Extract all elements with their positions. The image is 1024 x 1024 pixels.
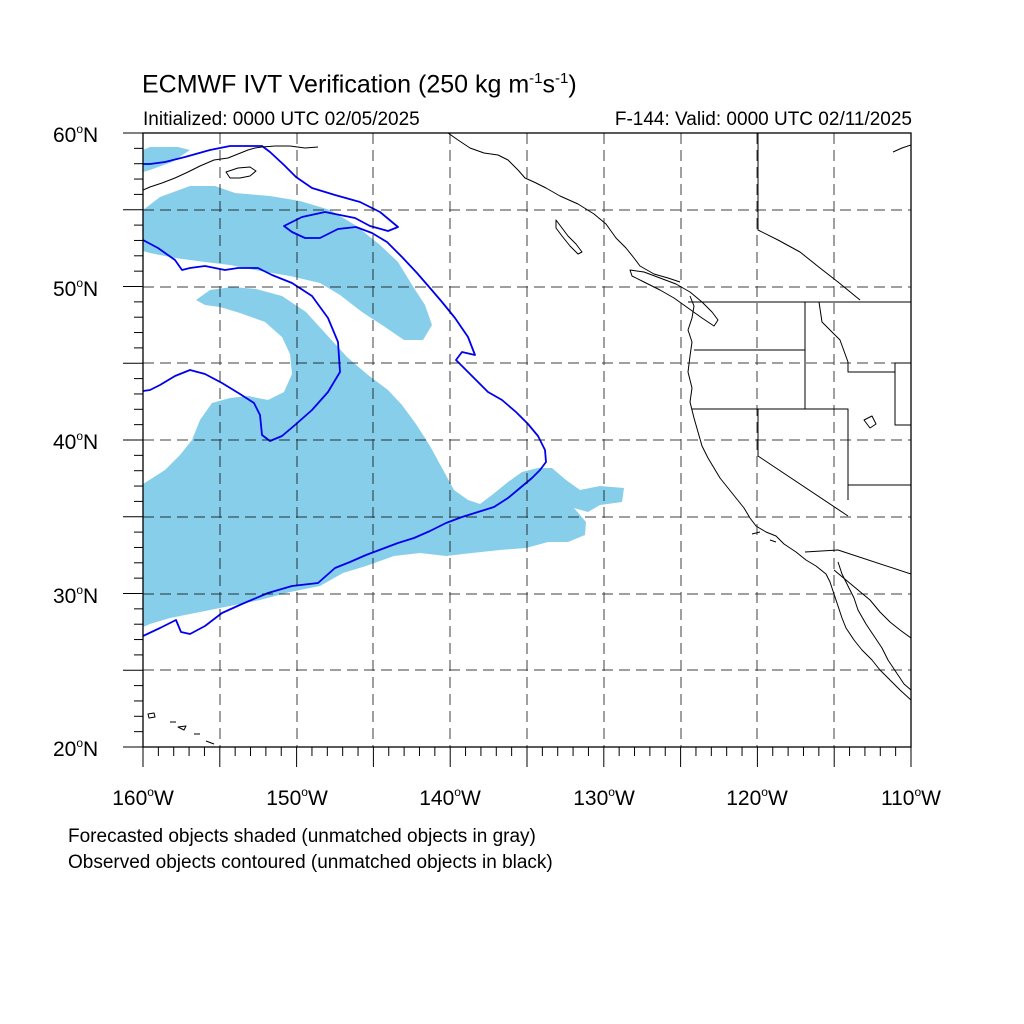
lon-label-120w: 120oW: [726, 785, 788, 810]
alaska-peninsula-coast: [143, 146, 263, 191]
axis-ticks: [123, 132, 912, 767]
lon-label-140w: 140oW: [419, 785, 481, 810]
hawaii-islands: [147, 712, 215, 745]
lon-label-150w: 150oW: [266, 785, 328, 810]
lat-label-40n: 40oN: [53, 429, 99, 454]
lon-label-110w: 110oW: [881, 785, 941, 810]
initialized-label: Initialized: 0000 UTC 02/05/2025: [143, 109, 420, 130]
lon-label-160w: 160oW: [112, 785, 174, 810]
lat-label-30n: 30oN: [53, 583, 99, 608]
us-west-coast: [687, 295, 911, 701]
caption-observed: Observed objects contoured (unmatched ob…: [68, 852, 553, 873]
state-boundaries: [692, 301, 911, 575]
gulf-island-coast: [892, 144, 911, 153]
observed-object-contour: [143, 145, 547, 637]
lat-label-60n: 60oN: [53, 122, 99, 147]
forecast-object-north: [143, 147, 190, 172]
inland-lake: [863, 415, 877, 429]
kodiak-island: [225, 166, 257, 179]
observed-contour-line: [143, 239, 341, 442]
lat-label-50n: 50oN: [53, 276, 99, 301]
vancouver-island: [629, 269, 719, 327]
caption-forecast: Forecasted objects shaded (unmatched obj…: [68, 826, 536, 847]
channel-islands: [751, 531, 777, 543]
valid-label: F-144: Valid: 0000 UTC 02/11/2025: [614, 109, 912, 130]
baja-california: [837, 561, 911, 691]
haida-gwaii: [555, 219, 583, 255]
observed-contour-line: [143, 145, 547, 637]
lat-label-20n: 20oN: [53, 736, 99, 761]
forecast-object-shading: [143, 147, 624, 627]
coastlines: [143, 133, 911, 745]
gulf-of-california-coast: [833, 569, 911, 639]
forecast-object-main: [143, 186, 432, 340]
forecast-object-south: [143, 287, 624, 627]
map-title: ECMWF IVT Verification (250 kg m-1s-1): [142, 70, 577, 99]
lon-label-130w: 130oW: [573, 785, 635, 810]
southeast-alaska-coast: [447, 133, 681, 283]
grid-lines: [143, 133, 911, 747]
canada-province-border: [757, 133, 861, 301]
alaska-coast-east: [261, 145, 319, 149]
